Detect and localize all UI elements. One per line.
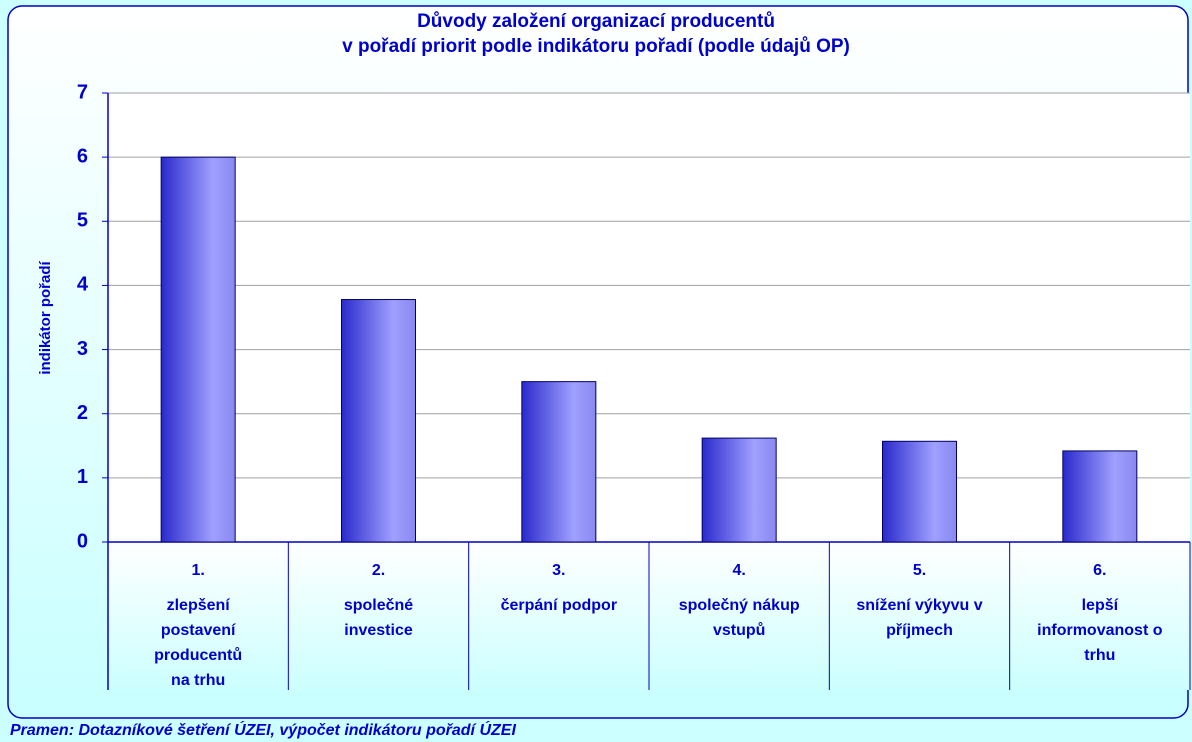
x-tick-label: trhu bbox=[1084, 647, 1115, 664]
x-tick-label: investice bbox=[344, 622, 413, 639]
y-tick-label: 5 bbox=[77, 210, 88, 232]
y-tick-label: 2 bbox=[77, 402, 88, 424]
x-tick-label: 6. bbox=[1093, 562, 1106, 579]
x-tick-label: čerpání podpor bbox=[501, 597, 617, 614]
bar bbox=[160, 156, 236, 543]
x-tick-label: snížení výkyvu v bbox=[856, 597, 982, 614]
bar bbox=[882, 440, 957, 543]
bar bbox=[1062, 450, 1138, 543]
plot-area bbox=[108, 93, 1190, 542]
y-tick-label: 1 bbox=[77, 466, 88, 488]
x-tick-label: informovanost o bbox=[1037, 622, 1163, 639]
x-tick-label: společné bbox=[344, 597, 413, 614]
x-tick-label: příjmech bbox=[886, 622, 953, 639]
x-tick-label: vstupů bbox=[713, 622, 765, 639]
x-tick-label: postavení bbox=[161, 622, 236, 639]
x-tick-label: 2. bbox=[372, 562, 385, 579]
bar bbox=[521, 381, 597, 543]
y-tick-label: 0 bbox=[77, 530, 88, 552]
x-tick-label: společný nákup bbox=[679, 597, 800, 614]
bar bbox=[701, 437, 777, 543]
x-tick-label: zlepšení bbox=[167, 597, 231, 614]
y-tick-label: 7 bbox=[77, 81, 88, 103]
x-tick-label: 5. bbox=[913, 562, 926, 579]
y-tick-label: 3 bbox=[77, 338, 88, 360]
x-tick-label: na trhu bbox=[171, 672, 225, 689]
y-tick-label: 4 bbox=[77, 274, 89, 296]
chart-title: Důvody založení organizací producentů bbox=[417, 11, 775, 32]
x-tick-label: 3. bbox=[552, 562, 565, 579]
y-tick-label: 6 bbox=[77, 145, 88, 167]
x-tick-label: producentů bbox=[154, 647, 242, 664]
x-tick-label: lepší bbox=[1082, 597, 1119, 614]
chart-title: v pořadí priorit podle indikátoru pořadí… bbox=[342, 36, 850, 57]
x-tick-label: 1. bbox=[191, 562, 204, 579]
x-tick-label: 4. bbox=[732, 562, 745, 579]
bar bbox=[341, 299, 416, 543]
y-axis-label: indikátor pořadí bbox=[37, 260, 54, 374]
source-note: Pramen: Dotazníkové šetření ÚZEI, výpoče… bbox=[10, 720, 516, 739]
